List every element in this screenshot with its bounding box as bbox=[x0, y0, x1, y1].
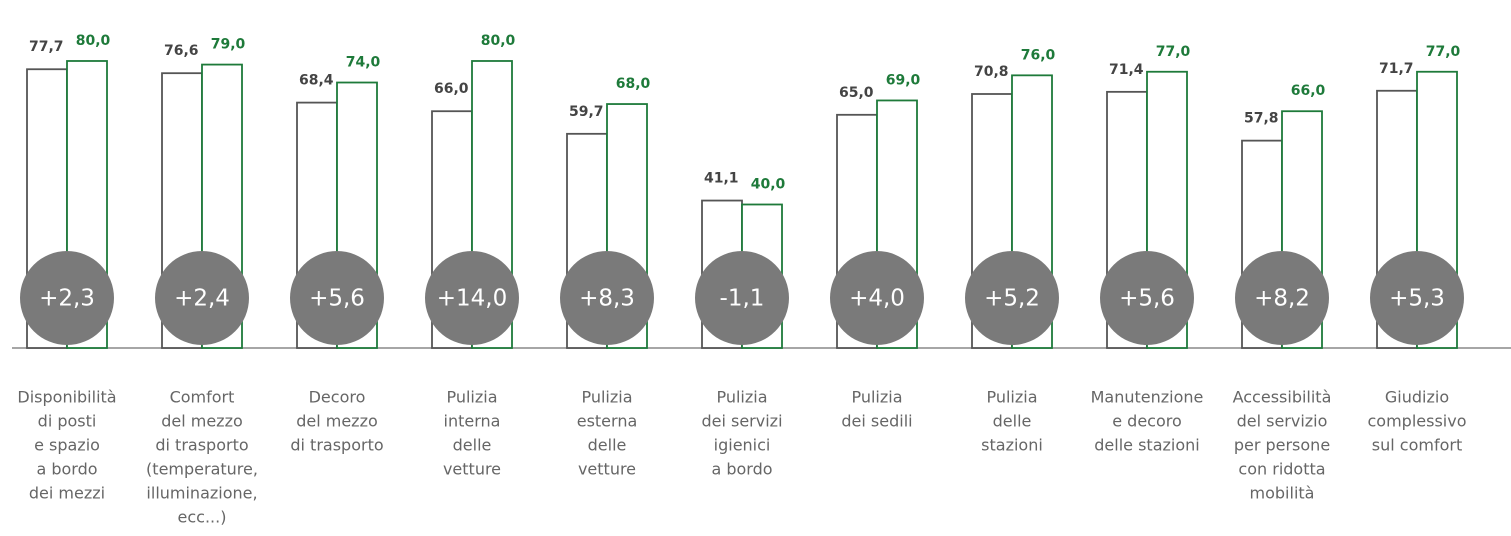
difference-label: +2,4 bbox=[174, 286, 230, 312]
value-label: 65,0 bbox=[839, 85, 874, 101]
category-label: Pulizia bbox=[986, 388, 1037, 407]
category-label: vetture bbox=[443, 460, 501, 479]
value-label: 40,0 bbox=[751, 176, 786, 192]
category-label: igienici bbox=[714, 436, 771, 455]
difference-badge bbox=[20, 251, 114, 345]
value-label: 68,0 bbox=[616, 76, 651, 92]
category-label: Giudizio bbox=[1385, 388, 1449, 407]
category-label: del mezzo bbox=[161, 412, 243, 431]
category-label: Accessibilità bbox=[1233, 388, 1332, 407]
category-label: delle bbox=[453, 436, 492, 455]
value-label: 70,8 bbox=[974, 64, 1009, 80]
category-label: mobilità bbox=[1250, 484, 1315, 503]
difference-label: +8,3 bbox=[579, 286, 635, 312]
category-label: delle bbox=[993, 412, 1032, 431]
difference-label: +5,6 bbox=[1119, 286, 1175, 312]
value-label: 77,7 bbox=[29, 39, 64, 55]
category-label: stazioni bbox=[981, 436, 1043, 455]
category-label: Pulizia bbox=[446, 388, 497, 407]
difference-badge bbox=[965, 251, 1059, 345]
category-label: dei sedili bbox=[841, 412, 912, 431]
value-label: 76,0 bbox=[1021, 47, 1056, 63]
category-label: per persone bbox=[1234, 436, 1330, 455]
category-label: di trasporto bbox=[290, 436, 383, 455]
difference-badge bbox=[1235, 251, 1329, 345]
value-label: 57,8 bbox=[1244, 111, 1279, 127]
difference-label: +5,6 bbox=[309, 286, 365, 312]
value-label: 77,0 bbox=[1426, 44, 1461, 60]
category-label: illuminazione, bbox=[146, 484, 257, 503]
category-label: a bordo bbox=[711, 460, 772, 479]
value-label: 68,4 bbox=[299, 73, 334, 89]
value-label: 79,0 bbox=[211, 37, 246, 53]
category-label: vetture bbox=[578, 460, 636, 479]
category-label: di trasporto bbox=[155, 436, 248, 455]
category-label: delle bbox=[588, 436, 627, 455]
difference-badge bbox=[1100, 251, 1194, 345]
value-label: 71,7 bbox=[1379, 61, 1414, 77]
category-label: dei servizi bbox=[701, 412, 782, 431]
category-label: del servizio bbox=[1237, 412, 1328, 431]
difference-badge bbox=[1370, 251, 1464, 345]
value-label: 76,6 bbox=[164, 43, 199, 59]
category-label: di posti bbox=[38, 412, 97, 431]
difference-label: -1,1 bbox=[720, 286, 765, 312]
category-label: Comfort bbox=[170, 388, 235, 407]
difference-badge bbox=[290, 251, 384, 345]
category-label: del mezzo bbox=[296, 412, 378, 431]
category-label: Disponibilità bbox=[17, 388, 116, 407]
value-label: 80,0 bbox=[76, 33, 111, 49]
difference-badge bbox=[560, 251, 654, 345]
difference-badge bbox=[425, 251, 519, 345]
value-label: 71,4 bbox=[1109, 62, 1144, 78]
value-label: 59,7 bbox=[569, 104, 604, 120]
category-label: sul comfort bbox=[1372, 436, 1462, 455]
value-label: 74,0 bbox=[346, 55, 381, 71]
category-label: interna bbox=[444, 412, 501, 431]
value-label: 69,0 bbox=[886, 72, 921, 88]
difference-label: +5,3 bbox=[1389, 286, 1445, 312]
value-label: 66,0 bbox=[1291, 83, 1326, 99]
value-label: 77,0 bbox=[1156, 44, 1191, 60]
value-label: 41,1 bbox=[704, 171, 739, 187]
difference-badge bbox=[695, 251, 789, 345]
difference-label: +5,2 bbox=[984, 286, 1040, 312]
category-label: e spazio bbox=[34, 436, 100, 455]
difference-label: +8,2 bbox=[1254, 286, 1310, 312]
category-label: ecc...) bbox=[178, 508, 227, 527]
category-label: Manutenzione bbox=[1091, 388, 1204, 407]
difference-label: +2,3 bbox=[39, 286, 95, 312]
difference-badge bbox=[155, 251, 249, 345]
category-label: (temperature, bbox=[146, 460, 258, 479]
category-label: e decoro bbox=[1112, 412, 1182, 431]
value-label: 66,0 bbox=[434, 81, 469, 97]
category-label: Pulizia bbox=[851, 388, 902, 407]
value-label: 80,0 bbox=[481, 33, 516, 49]
category-label: delle stazioni bbox=[1094, 436, 1199, 455]
category-label: con ridotta bbox=[1238, 460, 1325, 479]
difference-label: +4,0 bbox=[849, 286, 905, 312]
category-label: a bordo bbox=[36, 460, 97, 479]
category-label: Pulizia bbox=[581, 388, 632, 407]
category-label: esterna bbox=[577, 412, 638, 431]
category-label: dei mezzi bbox=[29, 484, 105, 503]
category-label: Pulizia bbox=[716, 388, 767, 407]
category-label: complessivo bbox=[1368, 412, 1467, 431]
category-label: Decoro bbox=[309, 388, 366, 407]
difference-label: +14,0 bbox=[437, 286, 507, 312]
difference-badge bbox=[830, 251, 924, 345]
